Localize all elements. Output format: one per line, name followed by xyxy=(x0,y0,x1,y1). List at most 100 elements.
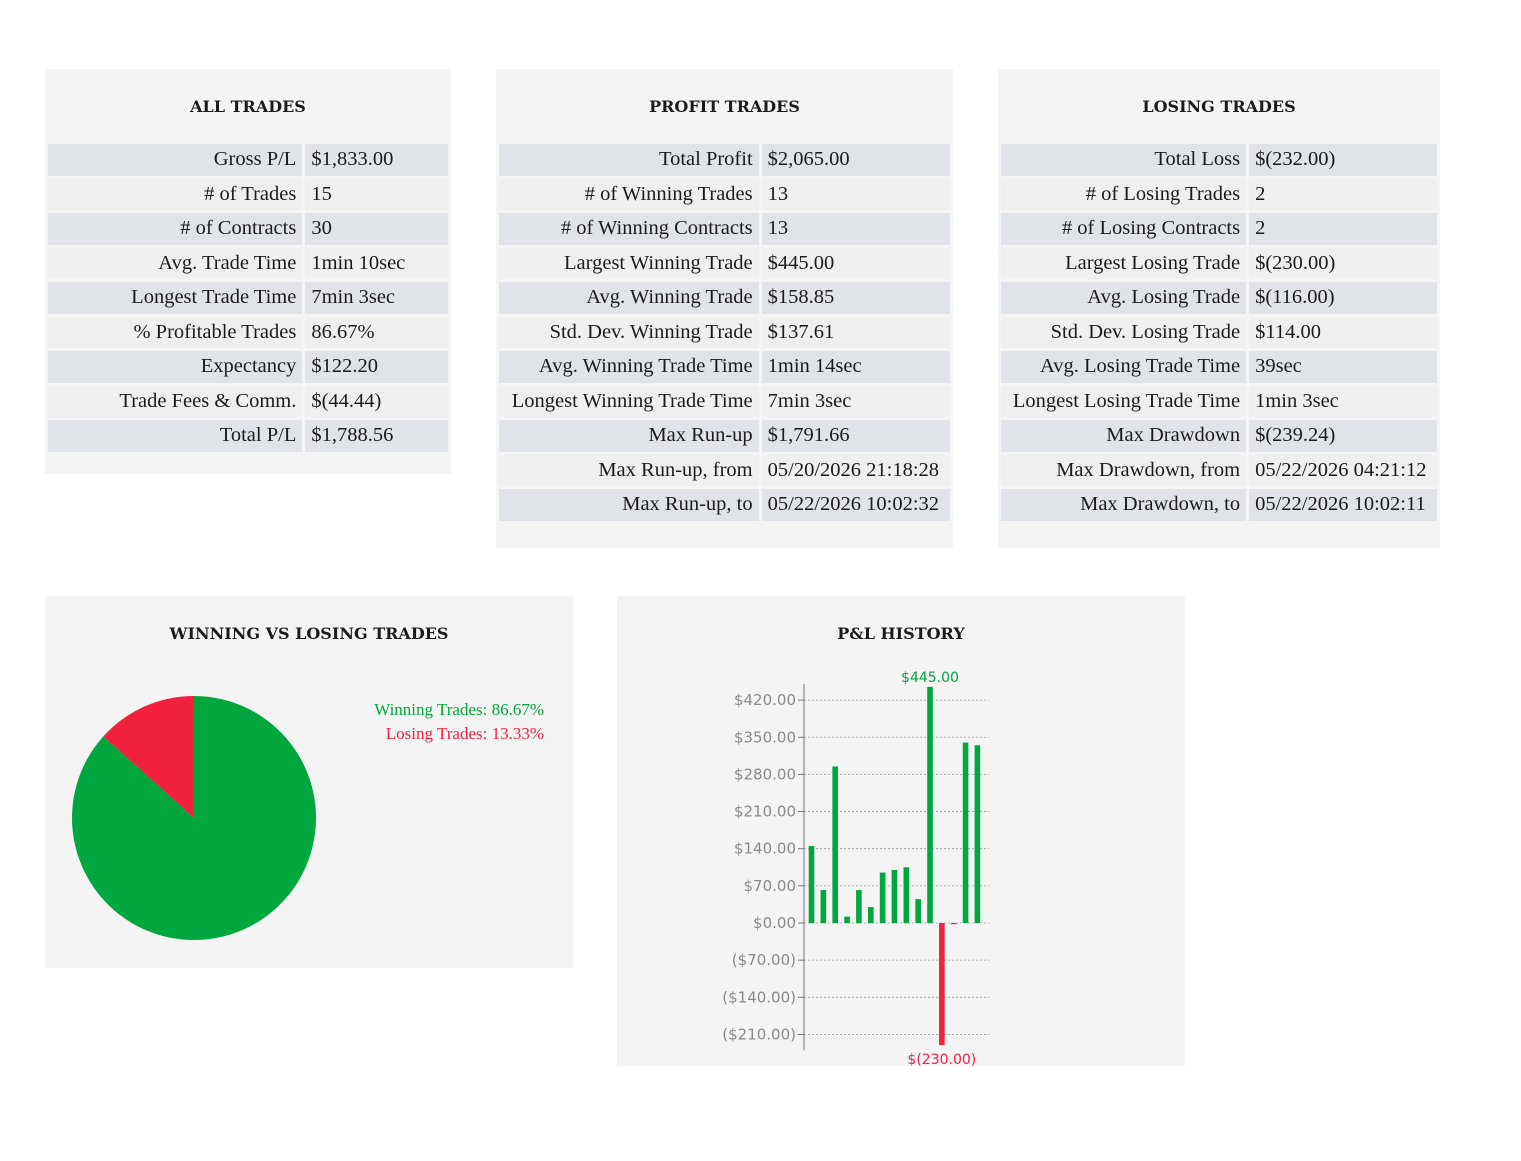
profit-trades-title: PROFIT TRADES xyxy=(649,97,800,116)
pl-bar xyxy=(844,916,850,923)
stat-row-max-drawdown: Max Drawdown $(239.24) xyxy=(1001,420,1437,452)
stat-value: $1,791.66 xyxy=(761,420,950,452)
stat-row-avg-winning-trade-time: Avg. Winning Trade Time 1min 14sec xyxy=(499,351,950,383)
stat-value: $158.85 xyxy=(761,282,950,314)
pl-bar xyxy=(879,872,886,923)
pl-bar xyxy=(903,867,910,923)
stat-label: Max Drawdown, to xyxy=(1001,489,1247,521)
pl-history-title: P&L HISTORY xyxy=(837,624,965,643)
y-tick-label: $140.00 xyxy=(734,840,796,858)
stat-row-avg-winning-trade: Avg. Winning Trade $158.85 xyxy=(499,282,950,314)
stat-label: Longest Losing Trade Time xyxy=(1001,385,1247,417)
stat-row-max-run-up: Max Run-up $1,791.66 xyxy=(499,420,950,452)
stat-label: Std. Dev. Winning Trade xyxy=(499,316,759,348)
stat-label: Total Profit xyxy=(499,144,759,176)
stat-label: Std. Dev. Losing Trade xyxy=(1001,316,1247,348)
stat-row-of-losing-contracts: # of Losing Contracts 2 xyxy=(1001,213,1437,245)
stat-row-longest-trade-time: Longest Trade Time 7min 3sec xyxy=(48,282,448,314)
pl-bar xyxy=(927,686,933,923)
legend-losing-trades: Losing Trades: 13.33% xyxy=(385,724,544,743)
stat-label: # of Losing Trades xyxy=(1001,178,1247,210)
win-loss-pie-chart xyxy=(71,696,316,940)
stat-row-of-losing-trades: # of Losing Trades 2 xyxy=(1001,178,1437,210)
y-tick-label: $420.00 xyxy=(734,691,796,709)
y-tick-label: $280.00 xyxy=(734,765,796,783)
stat-label: Max Run-up xyxy=(499,420,759,452)
y-tick-label: $350.00 xyxy=(734,728,796,746)
win-loss-title: WINNING VS LOSING TRADES xyxy=(169,624,449,643)
max-gain-label: $445.00 xyxy=(901,670,959,686)
stat-value: 05/22/2026 10:02:11 xyxy=(1249,489,1437,521)
max-loss-label: $(230.00) xyxy=(907,1052,976,1068)
pie-slice-winning xyxy=(71,696,316,940)
stat-row-max-drawdown-to: Max Drawdown, to 05/22/2026 10:02:11 xyxy=(1001,489,1437,521)
stat-value: 2 xyxy=(1249,178,1437,210)
pl-bar xyxy=(974,745,981,923)
stat-label: Trade Fees & Comm. xyxy=(48,385,303,417)
stat-row-trade-fees-comm: Trade Fees & Comm. $(44.44) xyxy=(48,385,448,417)
stat-row-profitable-trades: % Profitable Trades 86.67% xyxy=(48,316,448,348)
stat-label: Avg. Trade Time xyxy=(48,247,303,279)
y-tick-label: $210.00 xyxy=(734,803,796,821)
stat-label: # of Winning Trades xyxy=(499,178,759,210)
stat-row-std-dev-losing-trade: Std. Dev. Losing Trade $114.00 xyxy=(1001,316,1437,348)
stat-label: Largest Losing Trade xyxy=(1001,247,1247,279)
stat-value: 1min 3sec xyxy=(1249,385,1437,417)
pl-bar xyxy=(808,846,815,923)
stat-value: $122.20 xyxy=(305,351,448,383)
stat-value: $2,065.00 xyxy=(761,144,950,176)
pie-legend: Winning Trades: 86.67% Losing Trades: 13… xyxy=(374,698,544,746)
y-tick-label: ($70.00) xyxy=(732,951,796,969)
stat-value: 7min 3sec xyxy=(305,282,448,314)
stat-label: Max Drawdown, from xyxy=(1001,454,1247,486)
stat-label: Total P/L xyxy=(48,420,303,452)
stat-row-total-profit: Total Profit $2,065.00 xyxy=(499,144,950,176)
stat-label: # of Contracts xyxy=(48,213,303,245)
stat-value: 05/20/2026 21:18:28 xyxy=(761,454,950,486)
all-trades-title: ALL TRADES xyxy=(190,97,306,116)
stat-label: Gross P/L xyxy=(48,144,303,176)
pl-bar xyxy=(856,890,862,923)
losing-trades-table: Total Loss $(232.00) # of Losing Trades 2 # … xyxy=(998,141,1440,524)
stat-row-avg-losing-trade: Avg. Losing Trade $(116.00) xyxy=(1001,282,1437,314)
stat-value: $1,833.00 xyxy=(305,144,448,176)
stat-value: $(232.00) xyxy=(1249,144,1437,176)
stat-value: 13 xyxy=(761,178,950,210)
stat-row-of-trades: # of Trades 15 xyxy=(48,178,448,210)
stat-label: Avg. Losing Trade xyxy=(1001,282,1247,314)
y-tick-label: ($140.00) xyxy=(722,988,796,1006)
pl-bar xyxy=(891,869,898,923)
stat-value: 30 xyxy=(305,213,448,245)
stat-value: 1min 10sec xyxy=(305,247,448,279)
win-loss-panel: WINNING VS LOSING TRADES Winning Trades:… xyxy=(45,596,573,968)
y-tick-label: $0.00 xyxy=(753,914,796,932)
stat-value: $114.00 xyxy=(1249,316,1437,348)
losing-trades-title: LOSING TRADES xyxy=(1142,97,1296,116)
stat-label: Longest Trade Time xyxy=(48,282,303,314)
stat-row-expectancy: Expectancy $122.20 xyxy=(48,351,448,383)
y-tick-label: ($210.00) xyxy=(722,1025,796,1043)
stat-row-largest-winning-trade: Largest Winning Trade $445.00 xyxy=(499,247,950,279)
pl-history-bar-chart: $420.00 $350.00 $280.00 $210.00 $140.00 $70.0… xyxy=(722,670,989,1068)
pl-bar xyxy=(950,923,957,925)
stat-row-longest-winning-trade-time: Longest Winning Trade Time 7min 3sec xyxy=(499,385,950,417)
stat-label: # of Losing Contracts xyxy=(1001,213,1247,245)
stat-label: # of Winning Contracts xyxy=(499,213,759,245)
stat-row-max-run-up-to: Max Run-up, to 05/22/2026 10:02:32 xyxy=(499,489,950,521)
losing-trades-panel: LOSING TRADES Total Loss $(232.00) # of Lo… xyxy=(998,69,1440,548)
pl-bar xyxy=(832,766,838,923)
stat-value: $445.00 xyxy=(761,247,950,279)
stat-value: 13 xyxy=(761,213,950,245)
stat-value: 05/22/2026 04:21:12 xyxy=(1249,454,1437,486)
profit-trades-panel: PROFIT TRADES Total Profit $2,065.00 # of … xyxy=(496,69,953,548)
legend-winning-trades: Winning Trades: 86.67% xyxy=(374,700,544,719)
stat-value: $(116.00) xyxy=(1249,282,1437,314)
stat-label: Max Drawdown xyxy=(1001,420,1247,452)
stat-row-gross-p-l: Gross P/L $1,833.00 xyxy=(48,144,448,176)
stat-value: $(44.44) xyxy=(305,385,448,417)
stat-row-avg-trade-time: Avg. Trade Time 1min 10sec xyxy=(48,247,448,279)
stat-label: % Profitable Trades xyxy=(48,316,303,348)
stat-row-of-winning-trades: # of Winning Trades 13 xyxy=(499,178,950,210)
stat-row-longest-losing-trade-time: Longest Losing Trade Time 1min 3sec xyxy=(1001,385,1437,417)
stat-row-total-loss: Total Loss $(232.00) xyxy=(1001,144,1437,176)
